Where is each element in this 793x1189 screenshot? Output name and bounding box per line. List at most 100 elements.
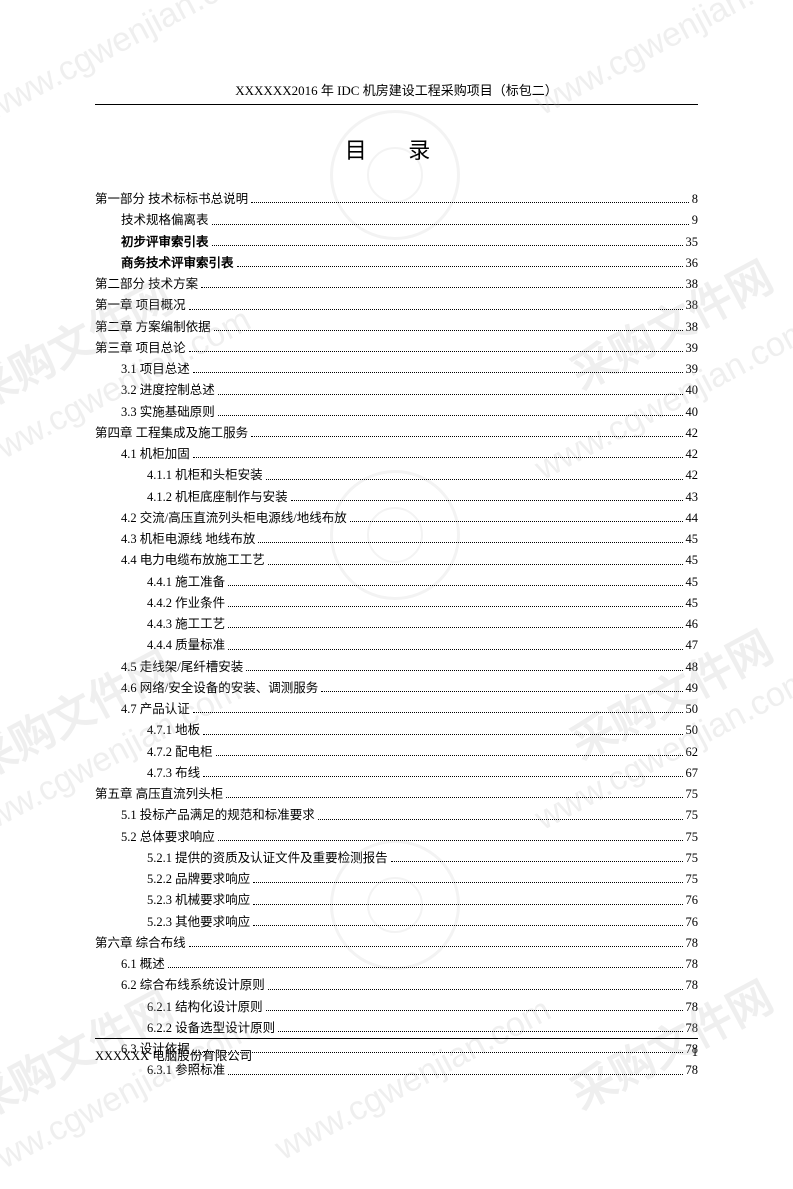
toc-dots <box>203 776 682 777</box>
toc-entry: 4.1.2 机柜底座制作与安装43 <box>95 487 698 508</box>
toc-entry: 4.1 机柜加固42 <box>95 444 698 465</box>
toc-entry-page: 78 <box>686 997 699 1018</box>
toc-entry: 第二部分 技术方案38 <box>95 274 698 295</box>
toc-entry-label: 4.7.2 配电柜 <box>147 742 213 763</box>
toc-dots <box>228 649 682 650</box>
toc-entry-page: 38 <box>686 295 699 316</box>
toc-entry-page: 38 <box>686 274 699 295</box>
toc-entry: 第六章 综合布线78 <box>95 933 698 954</box>
toc-entry: 商务技术评审索引表36 <box>95 253 698 274</box>
toc-dots <box>278 1031 682 1032</box>
toc-dots <box>216 755 683 756</box>
toc-entry-label: 5.2.1 提供的资质及认证文件及重要检测报告 <box>147 848 388 869</box>
toc-entry: 4.4.1 施工准备 45 <box>95 572 698 593</box>
table-of-contents: 第一部分 技术标标书总说明8技术规格偏离表9初步评审索引表35商务技术评审索引表… <box>95 189 698 1082</box>
page-footer: XXXXXX 电脑股份有限公司 1 <box>95 1038 698 1064</box>
toc-entry: 5.2.2 品牌要求响应 75 <box>95 869 698 890</box>
toc-entry: 6.2.1 结构化设计原则78 <box>95 997 698 1018</box>
footer-page-number: 1 <box>692 1045 698 1064</box>
toc-entry-label: 4.7 产品认证 <box>121 699 190 720</box>
toc-entry-page: 75 <box>686 848 699 869</box>
toc-entry-label: 5.2.3 其他要求响应 <box>147 912 250 933</box>
toc-entry-label: 第四章 工程集成及施工服务 <box>95 423 248 444</box>
toc-entry: 4.7.2 配电柜62 <box>95 742 698 763</box>
toc-entry: 4.4.3 施工工艺46 <box>95 614 698 635</box>
toc-entry-page: 78 <box>686 1018 699 1039</box>
toc-entry-page: 67 <box>686 763 699 784</box>
toc-entry-label: 6.2 综合布线系统设计原则 <box>121 975 265 996</box>
toc-entry-label: 第二章 方案编制依据 <box>95 317 211 338</box>
toc-entry-page: 45 <box>686 550 699 571</box>
toc-entry-label: 4.4.3 施工工艺 <box>147 614 225 635</box>
toc-dots <box>237 266 683 267</box>
toc-entry-label: 5.2.2 品牌要求响应 <box>147 869 250 890</box>
watermark-url: www.cgwenjian.com <box>0 0 267 129</box>
toc-entry-page: 43 <box>686 487 699 508</box>
toc-entry-label: 5.1 投标产品满足的规范和标准要求 <box>121 805 315 826</box>
toc-entry: 4.5 走线架/尾纤槽安装 48 <box>95 657 698 678</box>
toc-entry-label: 第一部分 技术标标书总说明 <box>95 189 248 210</box>
toc-entry: 3.3 实施基础原则40 <box>95 402 698 423</box>
toc-entry-page: 75 <box>686 784 699 805</box>
toc-entry-page: 38 <box>686 317 699 338</box>
toc-entry-page: 48 <box>686 657 699 678</box>
toc-dots <box>228 606 682 607</box>
toc-entry-label: 第六章 综合布线 <box>95 933 186 954</box>
toc-entry: 初步评审索引表35 <box>95 232 698 253</box>
toc-dots <box>189 351 683 352</box>
toc-entry-label: 4.2 交流/高压直流列头柜电源线/地线布放 <box>121 508 347 529</box>
toc-entry: 5.2.3 其他要求响应 76 <box>95 912 698 933</box>
toc-entry: 第一章 项目概况38 <box>95 295 698 316</box>
toc-dots <box>203 734 682 735</box>
toc-dots <box>193 372 683 373</box>
toc-entry-page: 44 <box>686 508 699 529</box>
toc-entry-page: 76 <box>686 912 699 933</box>
toc-entry-label: 4.5 走线架/尾纤槽安装 <box>121 657 243 678</box>
toc-entry-page: 45 <box>686 572 699 593</box>
toc-entry-label: 4.4.1 施工准备 <box>147 572 225 593</box>
toc-entry-label: 5.2.3 机械要求响应 <box>147 890 250 911</box>
toc-dots <box>201 287 682 288</box>
page-header: XXXXXX2016 年 IDC 机房建设工程采购项目（标包二） <box>95 80 698 105</box>
toc-entry-label: 4.7.1 地板 <box>147 720 200 741</box>
toc-entry: 4.7 产品认证50 <box>95 699 698 720</box>
toc-entry-page: 35 <box>686 232 699 253</box>
toc-entry-label: 4.4.2 作业条件 <box>147 593 225 614</box>
toc-dots <box>318 819 683 820</box>
toc-entry-label: 6.1 概述 <box>121 954 165 975</box>
toc-entry: 4.7.3 布线67 <box>95 763 698 784</box>
toc-entry: 4.7.1 地板50 <box>95 720 698 741</box>
toc-entry-page: 49 <box>686 678 699 699</box>
toc-dots <box>268 989 683 990</box>
toc-dots <box>321 691 682 692</box>
toc-entry: 4.3 机柜电源线 地线布放45 <box>95 529 698 550</box>
toc-dots <box>251 202 689 203</box>
toc-entry: 4.4 电力电缆布放施工工艺45 <box>95 550 698 571</box>
toc-entry-label: 3.1 项目总述 <box>121 359 190 380</box>
toc-entry: 6.1 概述78 <box>95 954 698 975</box>
toc-entry-page: 47 <box>686 635 699 656</box>
toc-dots <box>228 585 682 586</box>
toc-entry-page: 75 <box>686 805 699 826</box>
toc-entry: 第四章 工程集成及施工服务42 <box>95 423 698 444</box>
toc-entry: 5.2.1 提供的资质及认证文件及重要检测报告 75 <box>95 848 698 869</box>
toc-entry-page: 39 <box>686 338 699 359</box>
toc-entry: 3.1 项目总述39 <box>95 359 698 380</box>
toc-dots <box>268 564 683 565</box>
toc-dots <box>212 224 689 225</box>
toc-dots <box>189 946 683 947</box>
toc-dots <box>218 394 683 395</box>
footer-company: XXXXXX 电脑股份有限公司 <box>95 1045 252 1064</box>
toc-entry: 第三章 项目总论39 <box>95 338 698 359</box>
toc-dots <box>251 436 682 437</box>
toc-entry: 5.2.3 机械要求响应76 <box>95 890 698 911</box>
toc-entry-page: 75 <box>686 869 699 890</box>
toc-dots <box>193 457 683 458</box>
toc-entry-label: 4.6 网络/安全设备的安装、调测服务 <box>121 678 318 699</box>
toc-entry-page: 40 <box>686 380 699 401</box>
toc-entry: 第五章 高压直流列头柜75 <box>95 784 698 805</box>
toc-dots <box>228 627 682 628</box>
toc-entry-page: 42 <box>686 465 699 486</box>
toc-dots <box>168 967 683 968</box>
toc-entry-label: 4.1.1 机柜和头柜安装 <box>147 465 263 486</box>
